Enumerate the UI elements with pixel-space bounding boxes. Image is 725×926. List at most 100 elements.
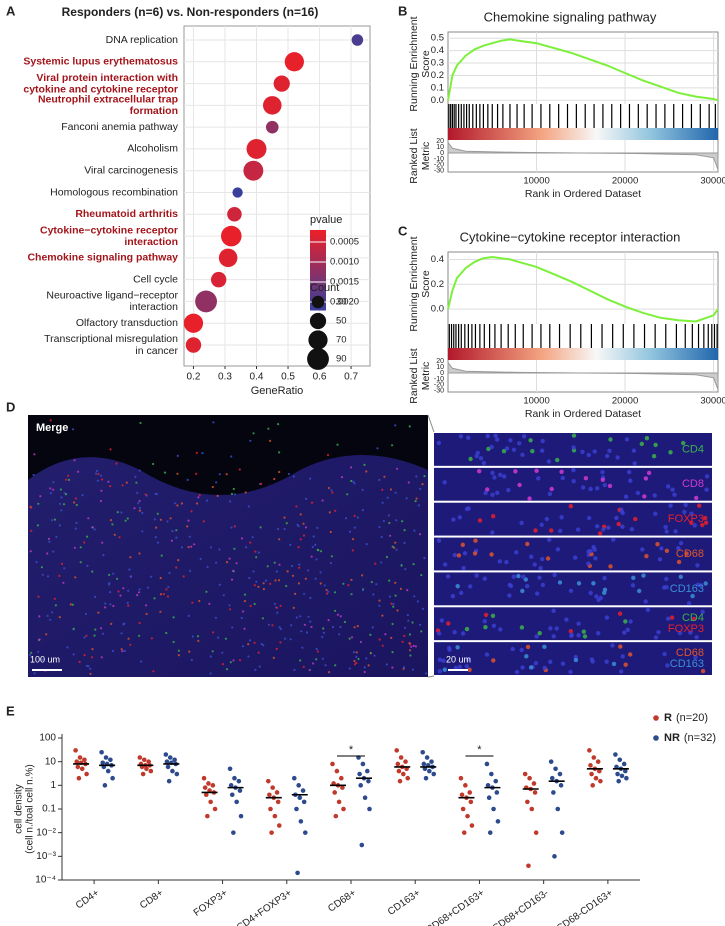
- cell: [386, 496, 389, 499]
- cell: [639, 441, 644, 447]
- point: [148, 768, 154, 774]
- cell: [49, 492, 53, 495]
- point: [205, 813, 210, 819]
- cell: [596, 631, 601, 636]
- cell: [298, 566, 301, 569]
- cell: [482, 619, 487, 624]
- cell: [420, 630, 423, 633]
- cell: [378, 638, 381, 641]
- cell: [38, 638, 41, 641]
- cell: [420, 574, 423, 577]
- y-tick-label: 0.1: [431, 82, 444, 93]
- cell: [290, 624, 293, 627]
- cell: [188, 650, 191, 653]
- cell: [206, 499, 209, 502]
- cell: [403, 634, 406, 638]
- cell: [370, 580, 373, 584]
- point: [491, 806, 496, 812]
- cell: [264, 579, 268, 582]
- cell: [442, 480, 447, 485]
- cell: [291, 564, 294, 568]
- point: [100, 760, 106, 766]
- cell: [551, 634, 556, 639]
- cell: [322, 627, 325, 630]
- cell: [555, 457, 560, 463]
- cell: [378, 478, 381, 482]
- cell: [575, 527, 581, 532]
- point: [395, 761, 401, 767]
- cell: [633, 516, 638, 522]
- background-region: [28, 415, 428, 495]
- cell: [582, 634, 588, 639]
- cell: [489, 552, 494, 557]
- cell: [371, 626, 374, 629]
- cell: [186, 478, 189, 481]
- cell: [442, 667, 447, 672]
- cell: [86, 564, 89, 568]
- x-tick-label: CD68+CD163-: [491, 888, 551, 926]
- point: [555, 806, 561, 812]
- colorbar-step: [310, 254, 326, 259]
- cell: [75, 521, 78, 525]
- cell: [162, 593, 165, 596]
- cell: [78, 660, 81, 664]
- cell: [350, 578, 353, 582]
- point: [105, 768, 111, 774]
- point: [269, 830, 274, 835]
- cell: [212, 631, 215, 634]
- cell: [278, 538, 281, 541]
- cell: [676, 546, 681, 551]
- cell: [395, 548, 398, 551]
- point: [201, 775, 207, 781]
- cell: [230, 578, 234, 581]
- cell: [497, 559, 502, 564]
- cell: [498, 627, 503, 632]
- channel-label: CD163: [670, 658, 704, 670]
- cell: [59, 488, 63, 491]
- y-tick-label: -10: [434, 376, 444, 383]
- cell: [91, 526, 94, 529]
- point: [598, 778, 603, 784]
- cell: [530, 449, 535, 454]
- colorbar-label: 0.0005: [330, 237, 359, 248]
- cell: [385, 663, 388, 666]
- cell: [121, 484, 124, 487]
- cell: [46, 575, 50, 578]
- cell: [447, 647, 452, 652]
- cell: [152, 670, 155, 673]
- cell: [108, 573, 111, 577]
- y-tick-label: 0.2: [431, 279, 444, 290]
- cell: [225, 561, 229, 564]
- cell: [539, 522, 544, 527]
- cell: [191, 601, 194, 604]
- cell: [86, 535, 89, 538]
- cell: [108, 582, 111, 585]
- point: [267, 792, 272, 798]
- colorbar-step: [310, 274, 326, 279]
- cell: [117, 590, 120, 593]
- cell: [700, 668, 706, 674]
- cell: [651, 454, 657, 459]
- cell: [404, 568, 407, 571]
- cell: [663, 524, 668, 530]
- cell: [187, 519, 190, 522]
- y-tick-label: Viral protein interaction with cytokine a…: [23, 72, 178, 96]
- cell: [413, 529, 416, 532]
- cell: [395, 519, 398, 522]
- cell: [309, 668, 312, 671]
- cell: [615, 455, 620, 460]
- x-tick-label: 10000: [523, 396, 549, 407]
- colorbar-step: [310, 230, 326, 235]
- y-tick-label: Systemic lupus erythematosus: [23, 56, 178, 68]
- y-tick-label: 10: [436, 144, 444, 151]
- point: [99, 749, 104, 755]
- cell: [331, 625, 335, 629]
- dot: [221, 225, 242, 247]
- point: [236, 778, 242, 784]
- dot: [195, 290, 217, 313]
- cell: [75, 503, 78, 507]
- point: [336, 799, 342, 805]
- cell: [209, 546, 212, 549]
- cell: [37, 595, 40, 598]
- cell: [225, 473, 228, 476]
